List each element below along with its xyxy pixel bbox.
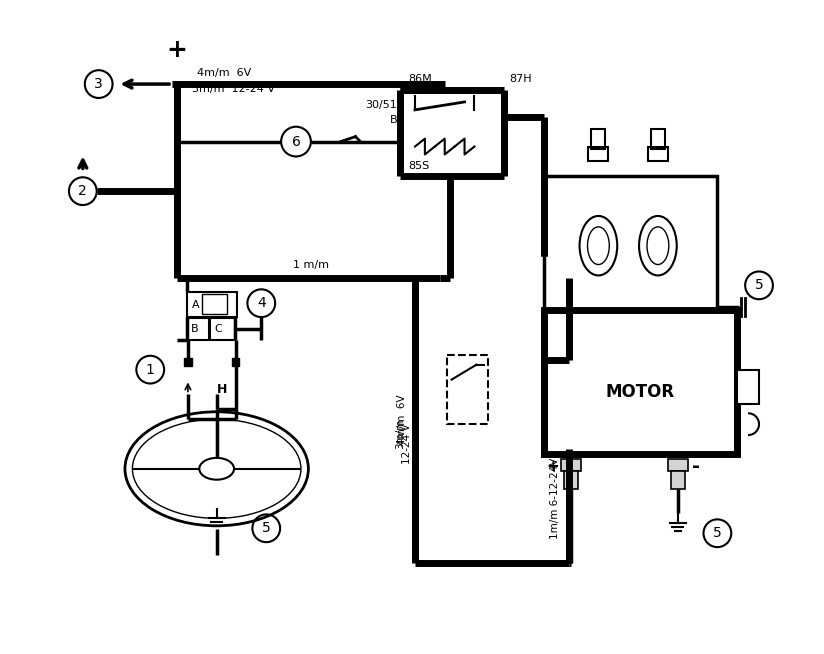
Bar — [232, 358, 240, 366]
Text: +: + — [166, 39, 187, 62]
Bar — [588, 146, 608, 162]
Bar — [210, 318, 235, 340]
Bar — [648, 146, 667, 162]
Text: 4m/m  6V: 4m/m 6V — [397, 394, 407, 445]
Bar — [202, 294, 227, 314]
Bar — [667, 459, 688, 471]
Bar — [187, 292, 236, 317]
Text: 3m/m  12-24 V: 3m/m 12-24 V — [192, 84, 275, 94]
Text: 1: 1 — [146, 362, 155, 377]
Text: 85S: 85S — [408, 162, 429, 171]
Text: C: C — [215, 324, 222, 334]
Text: 5: 5 — [755, 279, 763, 292]
Text: MOTOR: MOTOR — [606, 383, 675, 401]
Text: 6: 6 — [292, 135, 301, 148]
Bar — [651, 129, 665, 148]
Text: 4: 4 — [257, 296, 265, 310]
Text: 3: 3 — [94, 77, 103, 91]
Text: H: H — [217, 383, 227, 396]
Text: 5: 5 — [262, 521, 270, 535]
Text: 87H: 87H — [509, 74, 531, 84]
Text: 2: 2 — [78, 184, 87, 198]
Text: 30/51: 30/51 — [365, 100, 397, 110]
Bar — [737, 370, 759, 404]
Bar — [560, 459, 581, 471]
Text: 5: 5 — [713, 526, 722, 540]
Bar — [544, 177, 718, 310]
Text: 1m/m 6-12-24V: 1m/m 6-12-24V — [550, 458, 559, 539]
Bar — [184, 358, 192, 366]
Text: A: A — [192, 300, 199, 310]
Text: -: - — [691, 457, 700, 476]
Text: 3m/m: 3m/m — [395, 419, 405, 449]
Text: 12-24 V: 12-24 V — [402, 424, 412, 464]
Bar — [671, 471, 685, 489]
Bar — [544, 310, 737, 454]
Text: B: B — [390, 114, 397, 125]
Text: B: B — [191, 324, 199, 334]
Bar — [447, 354, 489, 424]
Text: 4m/m  6V: 4m/m 6V — [197, 68, 251, 78]
Text: 1 m/m: 1 m/m — [293, 260, 329, 271]
Bar — [564, 471, 578, 489]
Bar — [592, 129, 606, 148]
Text: 86M: 86M — [408, 74, 432, 84]
Bar — [187, 318, 208, 340]
Text: +: + — [546, 459, 559, 474]
